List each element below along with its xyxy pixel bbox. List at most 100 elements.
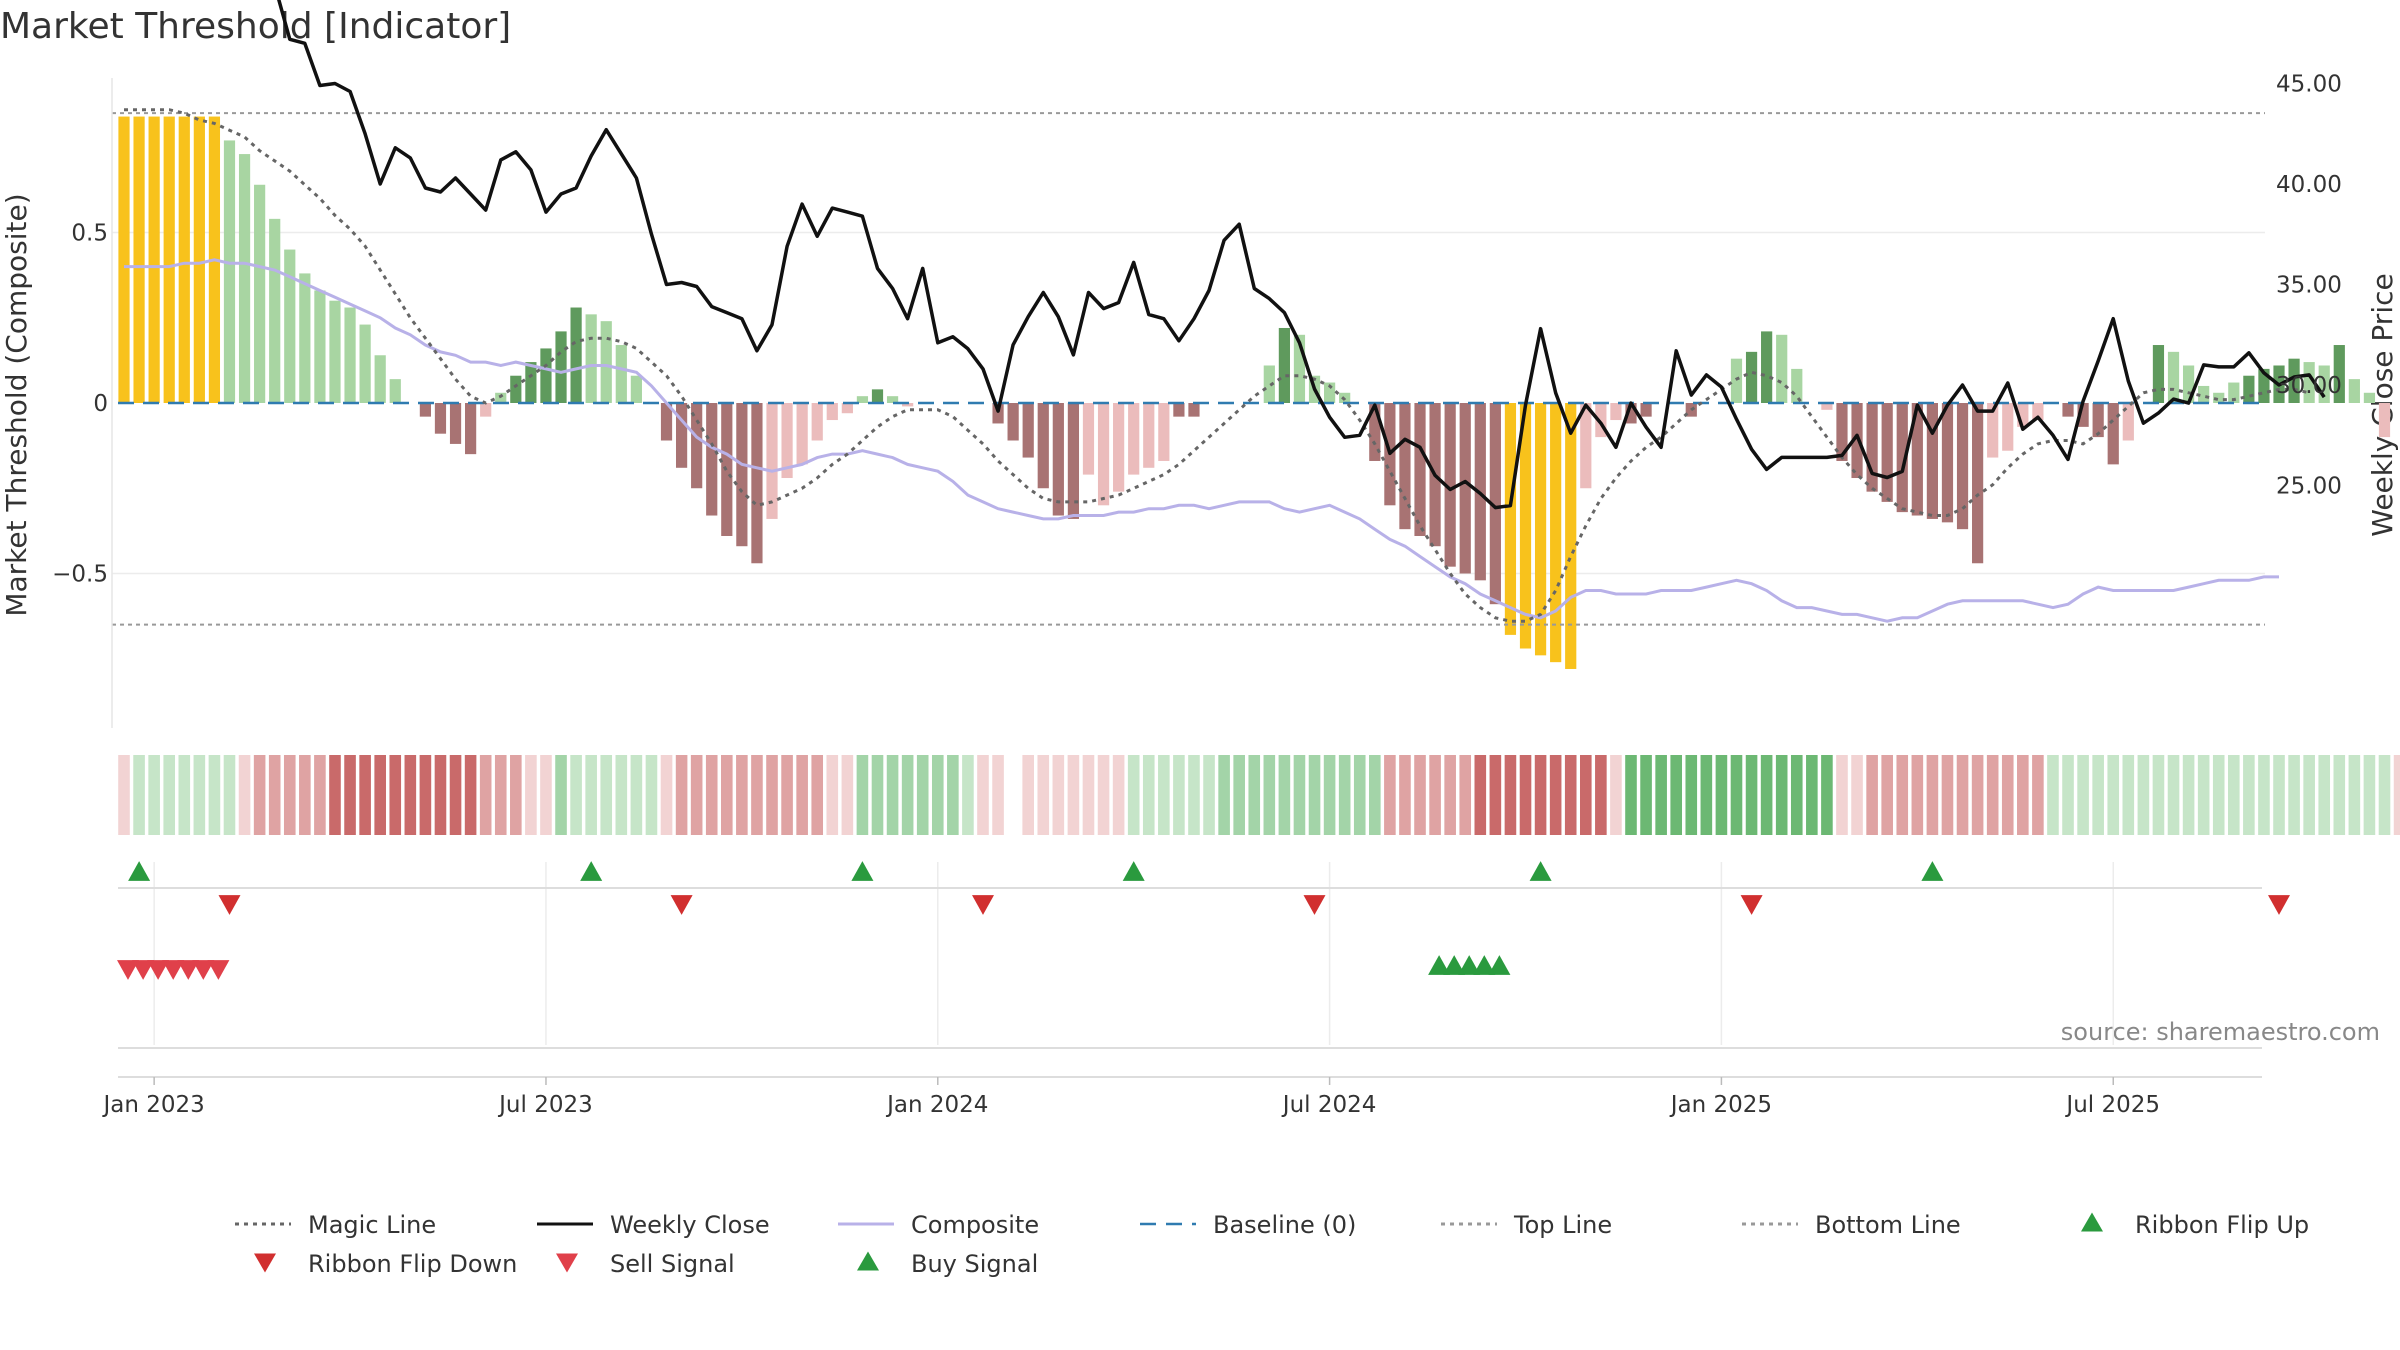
ribbon-cell [736, 755, 748, 835]
ribbon-cell [2228, 755, 2240, 835]
composite-bar [374, 355, 386, 403]
ribbon-cell [2047, 755, 2059, 835]
legend-swatch [254, 1253, 276, 1273]
ribbon-cell [1579, 755, 1592, 835]
ribbon-cell [2393, 755, 2400, 835]
ribbon-cell [1760, 755, 1773, 835]
ribbon-cell [2122, 755, 2135, 835]
ribbon-cell [1444, 755, 1456, 835]
ribbon-cell [615, 755, 628, 835]
composite-bar [902, 403, 914, 407]
ribbon-cell [1534, 755, 1547, 835]
magic-line [124, 108, 2310, 623]
ribbon-cell [404, 755, 417, 835]
composite-bar [1761, 331, 1773, 403]
composite-bar [1987, 403, 1999, 458]
composite-bar [1278, 327, 1290, 403]
ribbon-cell [1188, 755, 1200, 835]
composite-bar [1821, 403, 1833, 410]
ribbon-cell [1715, 755, 1728, 835]
composite-bars [118, 116, 2391, 669]
composite-bar [1399, 403, 1411, 530]
ribbon-cell [2318, 755, 2331, 835]
ribbon-cell [585, 755, 597, 835]
composite-bar [1640, 403, 1652, 417]
composite-bar [675, 403, 688, 468]
ribbon-cell [2182, 755, 2195, 835]
composite-bar [133, 116, 145, 403]
ribbon-cell [2062, 755, 2074, 835]
composite-bar [2002, 403, 2014, 451]
composite-bar [1067, 403, 1080, 519]
composite-bar [1263, 365, 1275, 403]
ribbon-cell [299, 755, 311, 835]
composite-bar [495, 392, 507, 403]
ribbon-cell [1173, 755, 1185, 835]
composite-bar [1565, 403, 1577, 669]
ribbon-cell [1670, 755, 1683, 835]
ribbon-cell [2152, 755, 2165, 835]
ribbon-cell [841, 755, 854, 835]
ribbon-cell [2017, 755, 2029, 835]
composite-bar [1851, 403, 1863, 479]
ribbon-cell [916, 755, 929, 835]
composite-line [124, 258, 2279, 623]
composite-bar [1082, 403, 1095, 475]
legend-label: Ribbon Flip Down [308, 1250, 517, 1278]
ribbon-cell [148, 755, 160, 835]
composite-bar [254, 184, 266, 403]
composite-bar [2348, 379, 2360, 403]
composite-bar [2167, 351, 2180, 403]
ribbon-cell [133, 755, 145, 835]
y-tick-label-right: 25.00 [2276, 474, 2342, 500]
composite-bar [2288, 358, 2300, 403]
ribbon-cell [2137, 755, 2150, 835]
legend-label: Bottom Line [1815, 1211, 1961, 1239]
ribbon-cell [1112, 755, 1125, 835]
composite-bar [1625, 403, 1637, 424]
ribbon-cell [660, 755, 673, 835]
ribbon-cell [947, 755, 959, 835]
composite-bar [359, 324, 371, 403]
legend-swatch [556, 1253, 578, 1273]
ribbon-cell [1082, 755, 1095, 835]
composite-bar [1941, 403, 1954, 523]
composite-bar [585, 314, 597, 403]
ribbon-cell [389, 755, 402, 835]
ribbon-cell [1429, 755, 1441, 835]
composite-bar [389, 379, 401, 403]
legend-item: Ribbon Flip Down [254, 1250, 517, 1278]
ribbon-cell [690, 755, 703, 835]
legend-item: Ribbon Flip Up [2081, 1211, 2309, 1239]
ribbon-cell [1655, 755, 1667, 835]
composite-bar [525, 362, 537, 403]
composite-bar [1444, 403, 1456, 567]
composite-bar [1113, 403, 1125, 492]
legend-label: Sell Signal [610, 1250, 735, 1278]
y-tick-label-left: −0.5 [52, 562, 108, 588]
ribbon-cell [1941, 755, 1954, 835]
ribbon-cell [359, 755, 371, 835]
ribbon-cell [555, 755, 567, 835]
ribbon-cell [1971, 755, 1984, 835]
composite-bar [1896, 403, 1908, 513]
ribbon-cell [1142, 755, 1155, 835]
legend-item: Sell Signal [556, 1250, 735, 1278]
composite-bar [871, 389, 884, 403]
legend-label: Ribbon Flip Up [2135, 1211, 2309, 1239]
composite-bar [2228, 382, 2240, 403]
ribbon-cell [570, 755, 582, 835]
legend-label: Buy Signal [911, 1250, 1038, 1278]
composite-bar [1745, 351, 1758, 403]
ribbon-cell [1489, 755, 1502, 835]
ribbon-cell [2001, 755, 2014, 835]
composite-bar [2092, 403, 2104, 438]
ribbon-cell [1806, 755, 1818, 835]
composite-bar [1550, 403, 1562, 663]
sell-signal-marker [117, 960, 139, 980]
ribbon-cell [525, 755, 537, 835]
ribbon-cell [2077, 755, 2089, 835]
composite-bar [2333, 345, 2345, 403]
ribbon-cell [1127, 755, 1140, 835]
legend-item: Buy Signal [857, 1250, 1038, 1278]
